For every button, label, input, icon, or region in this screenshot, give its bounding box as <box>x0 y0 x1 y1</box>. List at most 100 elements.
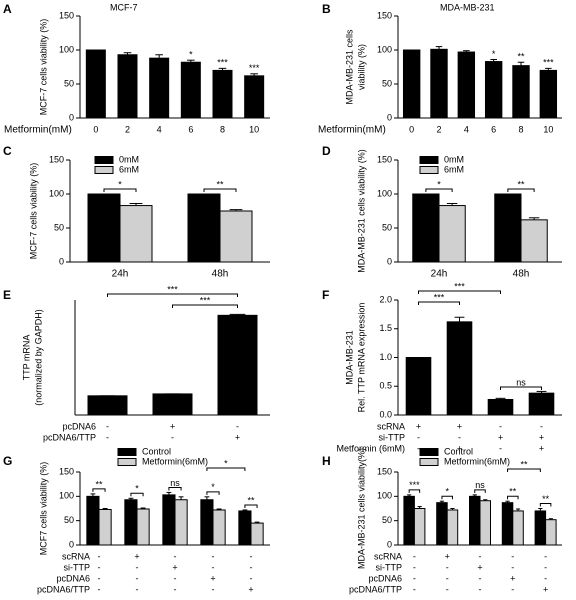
x-tick-label: 48h <box>212 269 229 280</box>
y-axis-label: MCF-7 cells viability (%) <box>38 19 48 116</box>
condition-mark: - <box>98 573 101 583</box>
condition-mark: + <box>457 443 462 453</box>
bar <box>545 519 557 546</box>
condition-label: pcDNA6 <box>368 573 402 583</box>
condition-mark: - <box>212 584 215 594</box>
bar <box>86 495 100 546</box>
condition-mark: - <box>106 432 109 442</box>
significance-bracket <box>103 188 137 192</box>
condition-mark: - <box>540 421 543 431</box>
bar <box>494 193 522 263</box>
bar <box>487 398 514 416</box>
bar <box>412 193 440 263</box>
panel-letter: G <box>3 454 12 468</box>
bar <box>136 508 150 546</box>
bar <box>149 57 170 119</box>
y-tick-label: 100 <box>377 188 392 198</box>
bar <box>484 61 503 119</box>
significance-bracket <box>507 495 519 500</box>
condition-mark: - <box>236 421 239 431</box>
condition-label: pcDNA6/TTP <box>349 584 402 594</box>
bar <box>534 510 547 546</box>
bar <box>539 69 558 119</box>
y-tick-label: 2.0 <box>379 294 392 304</box>
y-tick-label: 50 <box>382 515 392 525</box>
significance: ** <box>517 179 525 189</box>
condition-mark: + <box>510 573 515 583</box>
y-axis-label: MDA-MB-231 cells <box>344 29 354 105</box>
bar <box>98 508 112 546</box>
condition-mark: - <box>174 584 177 594</box>
condition-mark: - <box>212 551 215 561</box>
bar <box>512 510 524 546</box>
chart-title: MCF-7 <box>110 2 138 12</box>
condition-label: pcDNA6/TTP <box>37 584 90 594</box>
bar <box>200 499 214 546</box>
significance-bracket <box>425 188 453 192</box>
legend-label: 0mM <box>444 154 464 164</box>
bar <box>180 61 201 119</box>
significance: ** <box>216 179 224 189</box>
x-tick-label: 10 <box>249 124 259 134</box>
condition-mark: - <box>98 584 101 594</box>
condition-mark: - <box>171 432 174 442</box>
significance-bracket <box>474 489 486 493</box>
condition-mark: + <box>248 584 253 594</box>
condition-label: si-TTP <box>64 562 91 572</box>
condition-mark: - <box>106 421 109 431</box>
y-tick-label: 0 <box>59 256 64 266</box>
significance: *** <box>409 480 420 490</box>
condition-mark: - <box>174 573 177 583</box>
legend-label: Metformin(6mM) <box>444 456 510 466</box>
y-tick-label: 150 <box>59 10 74 20</box>
bar <box>87 395 128 416</box>
comparison-label: *** <box>434 292 445 302</box>
y-tick-label: 150 <box>49 154 64 164</box>
panel-letter: B <box>322 2 331 16</box>
significance-bracket <box>168 486 182 491</box>
panel-letter: E <box>3 288 11 302</box>
condition-mark: - <box>499 443 502 453</box>
comparison-bracket <box>107 293 238 297</box>
condition-label: pcDNA6 <box>56 573 90 583</box>
significance-bracket <box>507 188 535 192</box>
condition-label: si-TTP <box>376 562 403 572</box>
condition-mark: - <box>174 551 177 561</box>
comparison-label: ns <box>516 377 526 387</box>
comparison-bracket <box>418 290 501 294</box>
legend-label: 0mM <box>119 154 139 164</box>
y-axis-label: MCF-7 cells viability (%) <box>28 163 38 260</box>
x-tick-label: 4 <box>157 124 162 134</box>
significance: ** <box>509 487 517 497</box>
significance-bracket <box>203 188 237 192</box>
condition-mark: + <box>235 432 240 442</box>
bar <box>430 48 448 119</box>
comparison-label: * <box>224 458 228 468</box>
y-axis-label: Rel. TTP mRNA expression <box>356 303 366 413</box>
condition-mark: - <box>446 573 449 583</box>
condition-label: Metformin (6mM) <box>336 443 405 453</box>
y-tick-label: 0 <box>387 112 392 122</box>
bar <box>528 392 555 416</box>
comparison-bracket <box>172 304 238 308</box>
significance: ns <box>475 480 485 490</box>
panel-letter: H <box>322 454 331 468</box>
condition-label: si-TTP <box>379 432 406 442</box>
legend-label: Control <box>142 446 171 456</box>
legend-swatch <box>419 166 439 174</box>
condition-label: pcDNA6 <box>62 421 96 431</box>
bar <box>212 509 226 546</box>
y-axis-label: MCF7 cells viability (%) <box>38 462 48 556</box>
y-axis-label: MDA-MB-231 <box>344 330 354 385</box>
condition-mark: + <box>134 551 139 561</box>
bar <box>501 502 514 546</box>
condition-mark: - <box>98 562 101 572</box>
condition-mark: + <box>457 421 462 431</box>
significance: * <box>135 484 139 494</box>
condition-label: scRNA <box>62 551 90 561</box>
condition-mark: - <box>98 551 101 561</box>
condition-mark: - <box>136 562 139 572</box>
legend-swatch <box>419 156 439 164</box>
condition-mark: - <box>511 551 514 561</box>
